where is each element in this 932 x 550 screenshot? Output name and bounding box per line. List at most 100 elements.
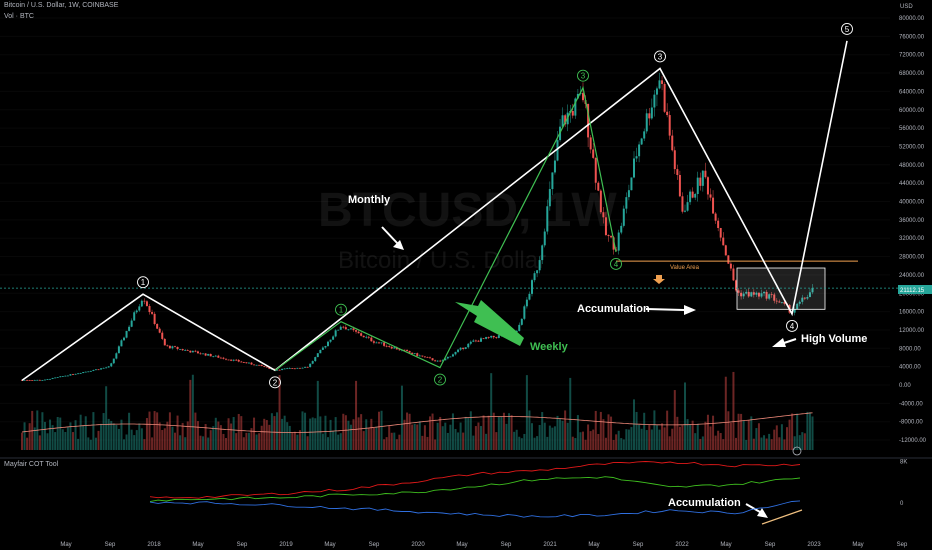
volume-bar: [100, 423, 103, 450]
volume-bars: [21, 371, 814, 450]
candle: [357, 331, 360, 334]
candle: [212, 356, 215, 358]
candle: [691, 191, 694, 198]
candle: [602, 212, 605, 218]
volume-bar: [566, 422, 569, 450]
candle: [495, 337, 498, 339]
volume-bar: [278, 375, 281, 450]
candle: [594, 157, 597, 183]
time-axis-tick: May: [588, 542, 599, 548]
candle: [107, 366, 110, 368]
volume-bar: [492, 412, 495, 450]
candle: [74, 373, 77, 375]
high-volume-arrow: [772, 338, 797, 347]
cot-axis: 8K 0: [900, 459, 907, 507]
volume-bar: [451, 413, 454, 450]
candle: [186, 349, 189, 351]
candle: [515, 330, 518, 332]
candle: [46, 379, 49, 380]
volume-bar: [495, 432, 498, 450]
candle: [375, 342, 378, 344]
volume-bar: [240, 416, 243, 450]
candle: [191, 350, 194, 353]
volume-bar: [480, 426, 482, 450]
candle: [72, 374, 74, 376]
volume-indicator-label: Vol · BTC: [4, 13, 34, 20]
candle: [133, 312, 136, 321]
volume-bar: [796, 413, 799, 450]
candle: [403, 349, 406, 351]
volume-bar: [439, 416, 442, 450]
price-axis-tick: 4000.00: [899, 365, 921, 371]
monthly-arrow: [381, 226, 404, 250]
wave-label-circle: [610, 258, 622, 270]
wave-label-circle: [137, 276, 149, 289]
candle: [429, 357, 431, 359]
candle: [176, 346, 179, 350]
volume-bar: [798, 435, 801, 450]
candle: [184, 349, 187, 351]
candle: [775, 300, 778, 302]
candle: [393, 347, 396, 349]
volume-bar: [329, 419, 332, 450]
volume-bar: [247, 432, 250, 450]
volume-bar: [594, 410, 597, 450]
volume-bar: [510, 415, 513, 450]
volume-bar: [186, 421, 189, 450]
candle: [84, 371, 87, 373]
candle: [528, 293, 531, 300]
candle: [474, 340, 477, 342]
volume-bar: [528, 410, 531, 450]
candle: [808, 292, 811, 298]
watermark-ticker: BTCUSD, 1W: [318, 184, 617, 237]
wave-label-number: 4: [614, 260, 619, 269]
candle: [704, 170, 707, 178]
candle: [283, 368, 286, 370]
time-axis-tick: 2023: [807, 542, 821, 548]
volume-bar: [298, 430, 301, 450]
candle: [627, 190, 630, 198]
volume-bar: [235, 433, 238, 450]
candle: [525, 299, 528, 307]
volume-bar: [156, 412, 159, 450]
candle: [582, 93, 584, 101]
candle: [477, 340, 480, 342]
candle: [332, 336, 335, 340]
candle: [362, 335, 365, 338]
candle: [49, 378, 52, 380]
volume-bar: [502, 412, 505, 450]
weekly-wave-line: [274, 85, 617, 371]
wave-label-circle: [335, 303, 347, 316]
volume-bar: [643, 412, 646, 450]
candle: [653, 94, 656, 108]
candle: [276, 369, 278, 371]
volume-bar: [533, 437, 536, 450]
candle: [258, 364, 261, 366]
candle: [388, 346, 391, 347]
candle: [23, 379, 26, 381]
candle: [531, 280, 533, 294]
candle: [360, 333, 363, 336]
candle: [806, 297, 809, 299]
settings-icon[interactable]: [792, 446, 802, 456]
candle: [490, 335, 493, 338]
candle: [151, 312, 154, 314]
volume-bar: [273, 416, 276, 450]
volume-bar: [757, 423, 760, 450]
volume-bar: [46, 433, 49, 450]
volume-bar: [638, 424, 641, 450]
volume-bar: [181, 422, 184, 450]
volume-bar: [21, 432, 23, 450]
candle: [56, 377, 59, 378]
volume-bar: [431, 413, 434, 450]
time-axis-tick: 2020: [411, 542, 425, 548]
candle: [179, 349, 182, 350]
wave-label-number: 2: [438, 376, 443, 385]
candle: [446, 356, 449, 359]
volume-bar: [630, 427, 633, 450]
volume-bar: [365, 419, 368, 450]
candle: [538, 260, 541, 271]
volume-bar: [375, 426, 378, 450]
volume-bar: [344, 415, 347, 450]
candle: [773, 294, 776, 301]
